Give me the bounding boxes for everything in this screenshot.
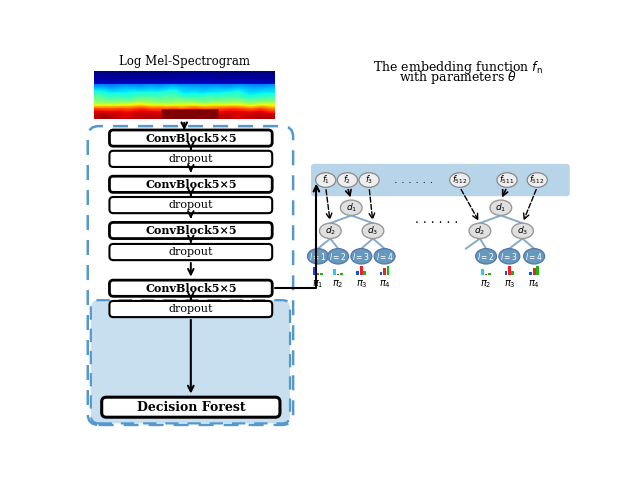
Text: $\pi_3$: $\pi_3$	[504, 279, 515, 290]
FancyBboxPatch shape	[109, 130, 272, 146]
Bar	[317, 273, 319, 275]
Ellipse shape	[316, 173, 336, 187]
Text: $\pi_2$: $\pi_2$	[332, 279, 344, 290]
Ellipse shape	[362, 223, 384, 239]
Bar	[380, 272, 383, 275]
Text: $\pi_1$: $\pi_1$	[312, 279, 324, 290]
FancyBboxPatch shape	[109, 197, 272, 213]
Ellipse shape	[374, 248, 395, 264]
Text: ConvBlock5×5: ConvBlock5×5	[145, 179, 237, 190]
Text: $f_{511}$: $f_{511}$	[499, 174, 515, 186]
Text: $d_2$: $d_2$	[474, 225, 486, 237]
Text: $d_2$: $d_2$	[324, 225, 336, 237]
Ellipse shape	[450, 173, 470, 187]
Bar	[387, 266, 389, 275]
Bar	[504, 271, 508, 275]
Text: $d_3$: $d_3$	[517, 225, 528, 237]
Text: $f_3$: $f_3$	[365, 174, 373, 186]
Bar	[532, 268, 536, 275]
Ellipse shape	[511, 223, 533, 239]
Bar	[337, 274, 339, 275]
Text: dropout: dropout	[168, 200, 213, 210]
Text: $\pi_3$: $\pi_3$	[355, 279, 367, 290]
Text: $d_1$: $d_1$	[346, 202, 357, 214]
Ellipse shape	[527, 173, 547, 187]
Text: dropout: dropout	[168, 154, 213, 164]
Ellipse shape	[469, 223, 491, 239]
Ellipse shape	[319, 223, 341, 239]
Text: $d_3$: $d_3$	[367, 225, 378, 237]
Bar	[481, 269, 484, 275]
Ellipse shape	[524, 248, 545, 264]
Bar	[313, 267, 316, 275]
Ellipse shape	[490, 200, 511, 215]
Ellipse shape	[351, 248, 372, 264]
Text: . . . . . .: . . . . . .	[415, 213, 458, 226]
Text: The embedding function $f_{\mathrm{n}}$: The embedding function $f_{\mathrm{n}}$	[373, 59, 543, 76]
Text: dropout: dropout	[168, 247, 213, 257]
Bar	[511, 271, 514, 275]
Text: $f_1$: $f_1$	[322, 174, 330, 186]
Ellipse shape	[476, 248, 497, 264]
FancyBboxPatch shape	[102, 397, 280, 417]
Bar	[536, 266, 539, 275]
Text: $l{=}1$: $l{=}1$	[309, 251, 326, 262]
Text: $\pi_4$: $\pi_4$	[379, 279, 390, 290]
Bar	[333, 269, 336, 275]
Bar	[360, 266, 363, 275]
Bar	[508, 266, 511, 275]
Text: $l{=}3$: $l{=}3$	[353, 251, 370, 262]
Text: $d_1$: $d_1$	[495, 202, 506, 214]
Text: $l{=}3$: $l{=}3$	[500, 251, 518, 262]
Bar	[356, 271, 359, 275]
Text: $l{=}2$: $l{=}2$	[477, 251, 495, 262]
Text: $l{=}4$: $l{=}4$	[525, 251, 543, 262]
Text: dropout: dropout	[168, 304, 213, 314]
Ellipse shape	[340, 200, 362, 215]
Bar	[529, 272, 532, 275]
Text: Log Mel-Spectrogram: Log Mel-Spectrogram	[119, 55, 250, 68]
Text: ConvBlock5×5: ConvBlock5×5	[145, 133, 237, 143]
Bar	[320, 273, 323, 275]
Bar	[340, 273, 343, 275]
Text: $f_{512}$: $f_{512}$	[452, 174, 468, 186]
Text: ConvBlock5×5: ConvBlock5×5	[145, 282, 237, 294]
Text: $\pi_2$: $\pi_2$	[481, 279, 492, 290]
FancyBboxPatch shape	[109, 176, 272, 192]
Text: . . . . . .: . . . . . .	[394, 175, 433, 185]
Ellipse shape	[328, 248, 349, 264]
FancyBboxPatch shape	[109, 151, 272, 167]
Bar	[488, 273, 491, 275]
Ellipse shape	[307, 248, 328, 264]
FancyBboxPatch shape	[311, 164, 570, 196]
Text: Decision Forest: Decision Forest	[136, 401, 245, 414]
FancyBboxPatch shape	[109, 280, 272, 296]
FancyBboxPatch shape	[109, 244, 272, 260]
Ellipse shape	[359, 173, 379, 187]
Text: with parameters $\theta$: with parameters $\theta$	[399, 69, 517, 86]
Text: $f_{512}$: $f_{512}$	[529, 174, 545, 186]
Text: ConvBlock5×5: ConvBlock5×5	[145, 225, 237, 236]
Text: $f_2$: $f_2$	[343, 174, 351, 186]
Bar	[364, 271, 366, 275]
Ellipse shape	[497, 173, 517, 187]
Bar	[484, 274, 488, 275]
Text: $l{=}4$: $l{=}4$	[376, 251, 394, 262]
FancyBboxPatch shape	[109, 222, 272, 239]
Text: $l{=}2$: $l{=}2$	[330, 251, 347, 262]
Ellipse shape	[337, 173, 358, 187]
Bar	[383, 268, 386, 275]
Ellipse shape	[499, 248, 520, 264]
FancyBboxPatch shape	[109, 301, 272, 317]
FancyBboxPatch shape	[91, 300, 290, 423]
Text: $\pi_4$: $\pi_4$	[528, 279, 540, 290]
